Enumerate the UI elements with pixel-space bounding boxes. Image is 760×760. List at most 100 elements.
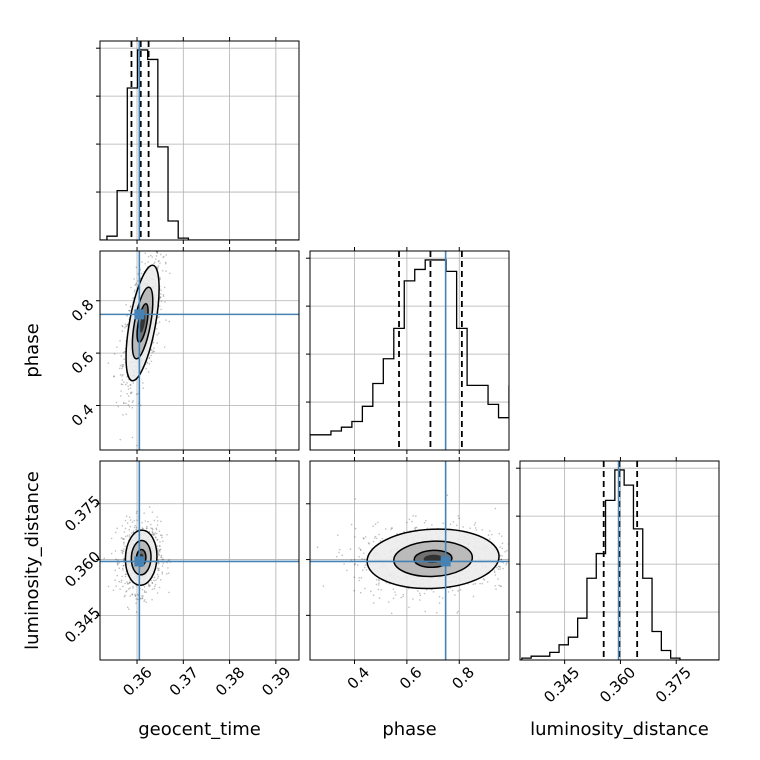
sample-point <box>152 351 154 353</box>
sample-point <box>157 545 159 547</box>
sample-point <box>121 375 123 377</box>
histogram-luminosity_distance <box>520 461 719 660</box>
sample-point <box>370 591 372 593</box>
sample-point <box>406 522 408 524</box>
sample-point <box>148 585 150 587</box>
sample-point <box>117 406 119 408</box>
sample-point <box>150 246 152 248</box>
sample-point <box>362 569 364 571</box>
sample-point <box>156 255 158 257</box>
sample-point <box>354 564 356 566</box>
sample-point <box>153 347 155 349</box>
sample-point <box>124 583 126 585</box>
sample-point <box>481 583 483 585</box>
sample-point <box>126 515 128 517</box>
sample-point <box>153 263 155 265</box>
sample-point <box>123 538 125 540</box>
sample-point <box>122 569 124 571</box>
sample-point <box>129 595 131 597</box>
sample-point <box>469 527 471 529</box>
sample-point <box>127 583 129 585</box>
sample-point <box>136 267 138 269</box>
sample-point <box>129 582 131 584</box>
sample-point <box>158 265 160 267</box>
sample-point <box>458 518 460 520</box>
sample-point <box>123 402 125 404</box>
y-tick-label: 0.375 <box>61 492 104 535</box>
sample-point <box>412 515 414 517</box>
sample-point <box>114 570 116 572</box>
sample-point <box>128 388 130 390</box>
sample-point <box>341 555 343 557</box>
sample-point <box>540 569 542 571</box>
sample-point <box>154 532 156 534</box>
sample-point <box>166 573 168 575</box>
sample-point <box>153 520 155 522</box>
sample-point <box>506 563 508 565</box>
sample-point <box>168 572 170 574</box>
sample-point <box>160 309 162 311</box>
sample-point <box>136 445 138 447</box>
sample-point <box>526 537 528 539</box>
sample-point <box>358 577 360 579</box>
sample-point <box>375 536 377 538</box>
sample-point <box>156 328 158 330</box>
sample-point <box>148 244 150 246</box>
sample-point <box>489 530 491 532</box>
sample-point <box>536 555 538 557</box>
sample-point <box>505 564 507 566</box>
sample-point <box>159 541 161 543</box>
sample-point <box>504 551 506 553</box>
sample-point <box>162 562 164 564</box>
sample-point <box>521 600 523 602</box>
sample-point <box>157 569 159 571</box>
sample-point <box>424 593 426 595</box>
sample-point <box>390 529 392 531</box>
sample-point <box>134 527 136 529</box>
sample-point <box>162 565 164 567</box>
sample-point <box>498 585 500 587</box>
sample-point <box>454 594 456 596</box>
x-axis-label-luminosity_distance: luminosity_distance <box>530 719 709 740</box>
sample-point <box>128 400 130 402</box>
sample-point <box>358 556 360 558</box>
sample-point <box>144 252 146 254</box>
sample-point <box>159 551 161 553</box>
sample-point <box>129 406 131 408</box>
sample-point <box>514 554 516 556</box>
sample-point <box>160 579 162 581</box>
sample-point <box>130 392 132 394</box>
sample-point <box>373 595 375 597</box>
sample-point <box>162 541 164 543</box>
sample-point <box>424 522 426 524</box>
sample-point <box>115 550 117 552</box>
sample-point <box>514 566 516 568</box>
sample-point <box>388 601 390 603</box>
sample-point <box>433 591 435 593</box>
sample-point <box>358 547 360 549</box>
sample-point <box>450 523 452 525</box>
sample-point <box>355 528 357 530</box>
sample-point <box>152 528 154 530</box>
sample-point <box>167 567 169 569</box>
sample-point <box>516 556 518 558</box>
sample-point <box>125 323 127 325</box>
sample-point <box>150 255 152 257</box>
sample-point <box>159 277 161 279</box>
sample-point <box>360 549 362 551</box>
sample-point <box>156 533 158 535</box>
sample-point <box>385 528 387 530</box>
sample-point <box>164 301 166 303</box>
sample-point <box>499 568 501 570</box>
sample-point <box>121 550 123 552</box>
sample-point <box>439 602 441 604</box>
sample-point <box>360 592 362 594</box>
truth-marker <box>441 556 451 566</box>
sample-point <box>152 350 154 352</box>
sample-point <box>133 382 135 384</box>
sample-point <box>378 582 380 584</box>
sample-point <box>515 548 517 550</box>
sample-point <box>489 538 491 540</box>
sample-point <box>127 535 129 537</box>
sample-point <box>372 525 374 527</box>
